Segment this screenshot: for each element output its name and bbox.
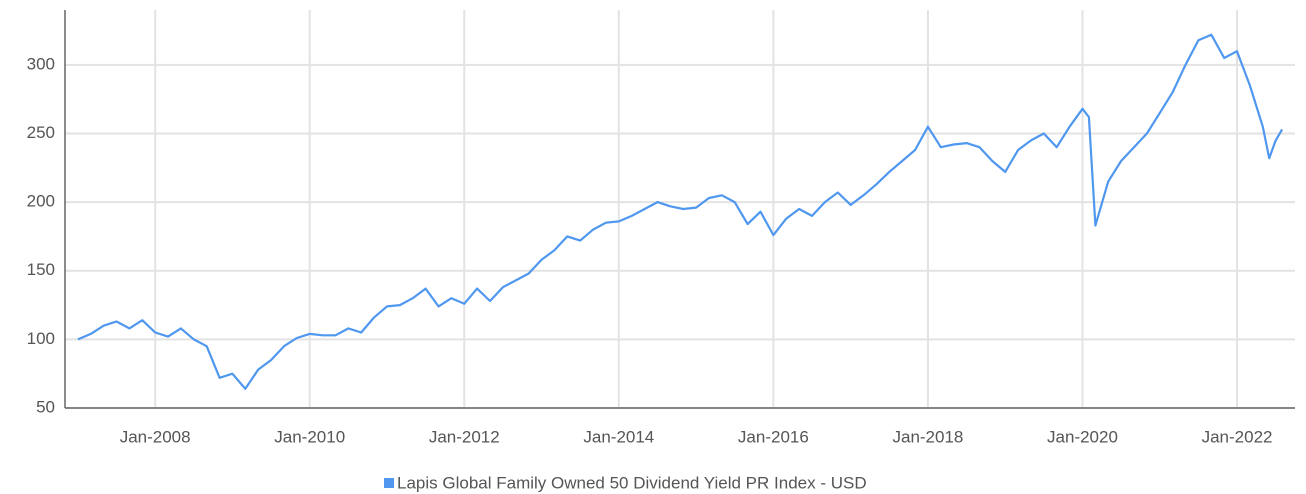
y-tick-label: 250	[27, 123, 55, 142]
legend-label: Lapis Global Family Owned 50 Dividend Yi…	[397, 473, 867, 492]
x-tick-label: Jan-2022	[1202, 427, 1273, 446]
y-tick-label: 50	[36, 397, 55, 416]
legend-swatch	[384, 478, 394, 488]
line-series	[77, 33, 1284, 390]
y-tick-label: 150	[27, 260, 55, 279]
x-tick-label: Jan-2008	[120, 427, 191, 446]
y-tick-label: 300	[27, 54, 55, 73]
x-tick-label: Jan-2014	[583, 427, 654, 446]
x-tick-label: Jan-2010	[274, 427, 345, 446]
x-tick-label: Jan-2012	[429, 427, 500, 446]
x-tick-label: Jan-2016	[738, 427, 809, 446]
x-tick-label: Jan-2018	[892, 427, 963, 446]
y-tick-label: 100	[27, 329, 55, 348]
y-tick-label: 200	[27, 192, 55, 211]
x-tick-label: Jan-2020	[1047, 427, 1118, 446]
